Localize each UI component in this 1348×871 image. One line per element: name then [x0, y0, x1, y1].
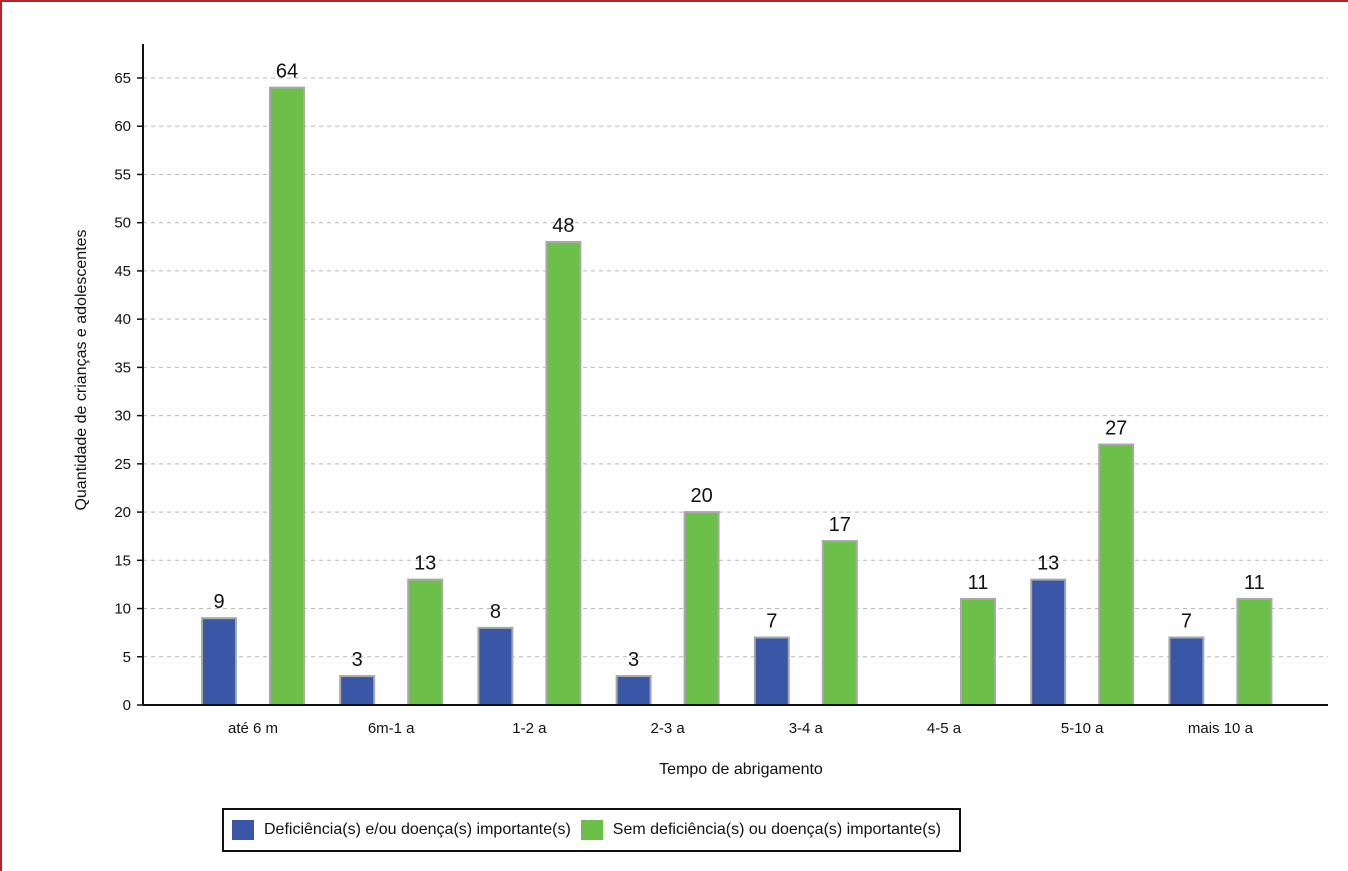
data-label-series-1: 9 [213, 591, 224, 613]
bar-series-1 [477, 626, 514, 706]
y-axis-title: Quantidade de crianças e adolescentes [73, 229, 90, 510]
y-tick-label: 35 [114, 359, 131, 376]
x-category-label: até 6 m [228, 720, 278, 737]
data-label-series-2: 20 [690, 485, 712, 507]
x-category-label: 6m-1 a [368, 720, 415, 737]
data-label-series-2: 64 [276, 61, 298, 83]
bar-chart: 0 5 10 15 20 25 30 35 40 45 50 55 60 65 9 64 3 13 8 48 3 20 7… [73, 44, 1328, 778]
y-tick-label: 30 [114, 408, 131, 425]
bars [201, 86, 1273, 707]
data-label-series-2: 48 [552, 215, 574, 237]
y-axis-ticks: 0 5 10 15 20 25 30 35 40 45 50 55 60 65 [114, 70, 143, 714]
y-tick-label: 60 [114, 118, 131, 135]
x-category-label: 5-10 a [1061, 720, 1104, 737]
x-category-label: 1-2 a [512, 720, 547, 737]
y-tick-label: 40 [114, 311, 131, 328]
x-category-label: mais 10 a [1188, 720, 1254, 737]
x-category-label: 3-4 a [789, 720, 824, 737]
bar-series-2 [545, 240, 582, 706]
bar-series-2 [960, 597, 996, 707]
data-label-series-2: 13 [414, 553, 436, 575]
data-label-series-2: 27 [1105, 418, 1127, 440]
legend-label-series-2: Sem deficiência(s) ou doença(s) importan… [612, 821, 941, 838]
x-category-label: 2-3 a [650, 720, 685, 737]
data-label-series-1: 8 [490, 601, 501, 623]
data-label-series-1: 7 [766, 610, 777, 632]
data-label-series-2: 11 [1244, 572, 1265, 594]
x-category-label: 4-5 a [927, 720, 962, 737]
bar-series-1 [615, 675, 652, 706]
bar-series-2 [683, 511, 720, 706]
y-tick-label: 45 [114, 263, 131, 280]
y-tick-label: 15 [114, 552, 131, 569]
y-tick-label: 20 [114, 504, 131, 521]
bar-series-2 [1236, 597, 1273, 707]
legend: Deficiência(s) e/ou doença(s) importante… [222, 808, 961, 852]
data-label-series-1: 13 [1037, 553, 1059, 575]
data-labels: 9 64 3 13 8 48 3 20 7 17 11 13 27 7 11 [213, 61, 1264, 671]
bar-series-1 [201, 617, 237, 707]
x-axis-title: Tempo de abrigamento [659, 761, 823, 778]
y-tick-label: 10 [114, 601, 131, 618]
legend-item-series-2: Sem deficiência(s) ou doença(s) importan… [580, 820, 941, 840]
data-label-series-2: 11 [968, 572, 989, 594]
bar-series-1 [339, 675, 376, 706]
y-tick-label: 55 [114, 166, 131, 183]
data-label-series-1: 7 [1181, 610, 1192, 632]
bar-series-1 [1168, 636, 1205, 707]
data-label-series-1: 3 [352, 649, 363, 671]
bar-series-2 [1098, 443, 1135, 706]
data-label-series-1: 3 [628, 649, 639, 671]
x-axis-categories: até 6 m 6m-1 a 1-2 a 2-3 a 3-4 a 4-5 a 5-10 a m… [228, 720, 1254, 737]
bar-series-2 [269, 86, 305, 706]
y-tick-label: 0 [123, 697, 131, 714]
legend-item-series-1: Deficiência(s) e/ou doença(s) importante… [232, 820, 571, 840]
data-label-series-2: 17 [829, 514, 851, 536]
legend-swatch-series-2 [580, 820, 603, 840]
legend-swatch-series-1 [232, 820, 254, 840]
y-tick-label: 25 [114, 456, 131, 473]
bar-series-1 [1030, 578, 1067, 706]
y-tick-label: 65 [114, 70, 131, 87]
grid-lines [143, 77, 1328, 658]
y-tick-label: 5 [123, 649, 131, 666]
legend-label-series-1: Deficiência(s) e/ou doença(s) importante… [264, 821, 571, 838]
bar-series-2 [407, 578, 444, 706]
bar-series-2 [821, 540, 858, 706]
bar-series-1 [753, 636, 790, 707]
y-tick-label: 50 [114, 215, 131, 232]
